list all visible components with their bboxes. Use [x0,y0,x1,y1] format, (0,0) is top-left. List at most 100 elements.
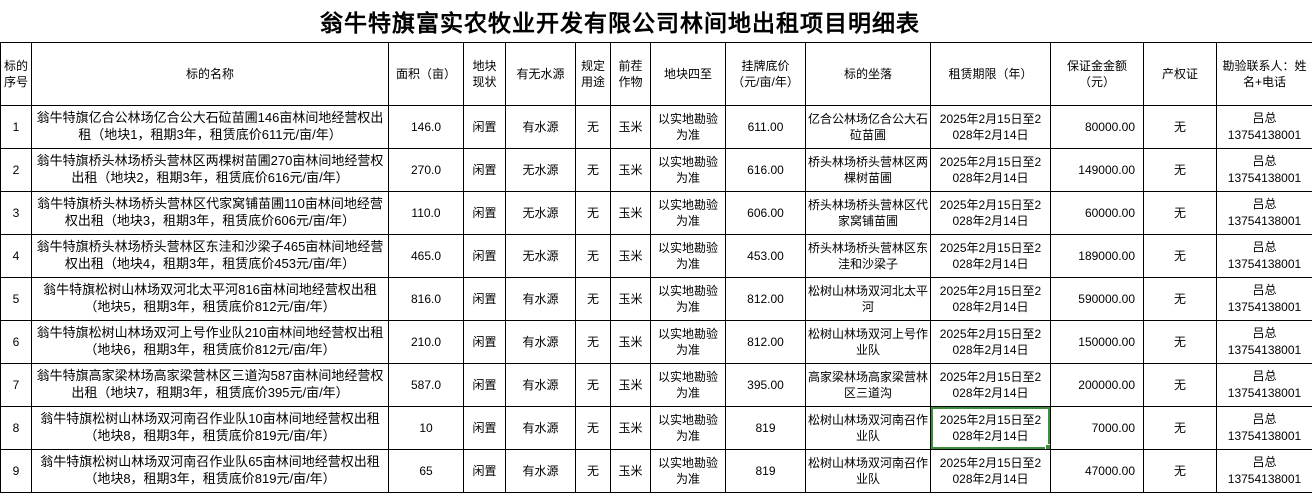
cell-seq[interactable]: 6 [0,320,32,364]
cell-term[interactable]: 2025年2月15日至2028年2月14日 [930,363,1051,407]
selected-cell-term[interactable]: 2025年2月15日至2028年2月14日 [930,406,1051,450]
cell-crop[interactable]: 玉米 [610,148,651,192]
cell-location[interactable]: 高家梁林场高家梁营林区三道沟 [805,363,931,407]
cell-cert[interactable]: 无 [1143,234,1217,278]
cell-usage[interactable]: 无 [575,320,611,364]
cell-usage[interactable]: 无 [575,449,611,493]
cell-term[interactable]: 2025年2月15日至2028年2月14日 [930,148,1051,192]
cell-deposit[interactable]: 7000.00 [1050,406,1144,450]
cell-water[interactable]: 有水源 [505,320,576,364]
cell-term[interactable]: 2025年2月15日至2028年2月14日 [930,105,1051,149]
cell-usage[interactable]: 无 [575,105,611,149]
column-header-cert[interactable]: 产权证 [1143,42,1217,106]
cell-status[interactable]: 闲置 [463,449,506,493]
column-header-crop[interactable]: 前茬作物 [610,42,651,106]
cell-cert[interactable]: 无 [1143,105,1217,149]
cell-area[interactable]: 270.0 [388,148,464,192]
column-header-usage[interactable]: 规定用途 [575,42,611,106]
cell-water[interactable]: 有水源 [505,105,576,149]
cell-contact[interactable]: 吕总 13754138001 [1216,277,1312,321]
cell-location[interactable]: 松树山林场双河上号作业队 [805,320,931,364]
cell-cert[interactable]: 无 [1143,191,1217,235]
cell-seq[interactable]: 2 [0,148,32,192]
column-header-contact[interactable]: 勘验联系人：姓名+电话 [1216,42,1312,106]
cell-location[interactable]: 松树山林场双河南召作业队 [805,449,931,493]
cell-seq[interactable]: 9 [0,449,32,493]
cell-price[interactable]: 611.00 [725,105,806,149]
cell-price[interactable]: 395.00 [725,363,806,407]
cell-boundary[interactable]: 以实地勘验为准 [650,320,726,364]
cell-price[interactable]: 812.00 [725,277,806,321]
cell-seq[interactable]: 1 [0,105,32,149]
cell-water[interactable]: 有水源 [505,363,576,407]
column-header-area[interactable]: 面积（亩） [388,42,464,106]
cell-cert[interactable]: 无 [1143,148,1217,192]
cell-contact[interactable]: 吕总 13754138001 [1216,234,1312,278]
cell-boundary[interactable]: 以实地勘验为准 [650,449,726,493]
cell-crop[interactable]: 玉米 [610,105,651,149]
cell-seq[interactable]: 8 [0,406,32,450]
cell-crop[interactable]: 玉米 [610,449,651,493]
cell-status[interactable]: 闲置 [463,277,506,321]
cell-deposit[interactable]: 590000.00 [1050,277,1144,321]
cell-area[interactable]: 110.0 [388,191,464,235]
cell-price[interactable]: 616.00 [725,148,806,192]
cell-location[interactable]: 桥头林场桥头营林区代家窝铺苗圃 [805,191,931,235]
cell-status[interactable]: 闲置 [463,363,506,407]
cell-name[interactable]: 翁牛特旗高家梁林场高家梁营林区三道沟587亩林间地经营权出租（地块7，租期3年，… [31,363,389,407]
cell-water[interactable]: 有水源 [505,449,576,493]
cell-usage[interactable]: 无 [575,191,611,235]
cell-boundary[interactable]: 以实地勘验为准 [650,148,726,192]
cell-area[interactable]: 210.0 [388,320,464,364]
cell-deposit[interactable]: 189000.00 [1050,234,1144,278]
cell-cert[interactable]: 无 [1143,406,1217,450]
cell-location[interactable]: 桥头林场桥头营林区东洼和沙梁子 [805,234,931,278]
cell-boundary[interactable]: 以实地勘验为准 [650,406,726,450]
cell-contact[interactable]: 吕总 13754138001 [1216,363,1312,407]
cell-area[interactable]: 65 [388,449,464,493]
cell-location[interactable]: 松树山林场双河北太平河 [805,277,931,321]
cell-crop[interactable]: 玉米 [610,320,651,364]
cell-usage[interactable]: 无 [575,363,611,407]
cell-deposit[interactable]: 200000.00 [1050,363,1144,407]
cell-water[interactable]: 无水源 [505,148,576,192]
column-header-price[interactable]: 挂牌底价（元/亩/年） [725,42,806,106]
cell-area[interactable]: 587.0 [388,363,464,407]
cell-cert[interactable]: 无 [1143,363,1217,407]
cell-price[interactable]: 819 [725,406,806,450]
cell-contact[interactable]: 吕总 13754138001 [1216,148,1312,192]
cell-boundary[interactable]: 以实地勘验为准 [650,191,726,235]
cell-contact[interactable]: 吕总 13754138001 [1216,191,1312,235]
cell-deposit[interactable]: 47000.00 [1050,449,1144,493]
cell-area[interactable]: 816.0 [388,277,464,321]
cell-water[interactable]: 有水源 [505,406,576,450]
cell-water[interactable]: 无水源 [505,191,576,235]
cell-crop[interactable]: 玉米 [610,363,651,407]
cell-usage[interactable]: 无 [575,277,611,321]
cell-status[interactable]: 闲置 [463,105,506,149]
column-header-name[interactable]: 标的名称 [31,42,389,106]
cell-water[interactable]: 无水源 [505,234,576,278]
cell-deposit[interactable]: 149000.00 [1050,148,1144,192]
cell-name[interactable]: 翁牛特旗松树山林场双河南召作业队65亩林间地经营权出租（地块8，租期3年，租赁底… [31,449,389,493]
cell-area[interactable]: 146.0 [388,105,464,149]
cell-name[interactable]: 翁牛特旗桥头林场桥头营林区代家窝铺苗圃110亩林间地经营权出租（地块3，租期3年… [31,191,389,235]
cell-term[interactable]: 2025年2月15日至2028年2月14日 [930,234,1051,278]
cell-boundary[interactable]: 以实地勘验为准 [650,363,726,407]
cell-cert[interactable]: 无 [1143,320,1217,364]
cell-crop[interactable]: 玉米 [610,406,651,450]
cell-term[interactable]: 2025年2月15日至2028年2月14日 [930,191,1051,235]
cell-term[interactable]: 2025年2月15日至2028年2月14日 [930,449,1051,493]
cell-crop[interactable]: 玉米 [610,191,651,235]
column-header-location[interactable]: 标的坐落 [805,42,931,106]
cell-status[interactable]: 闲置 [463,320,506,364]
cell-status[interactable]: 闲置 [463,148,506,192]
cell-name[interactable]: 翁牛特旗松树山林场双河南召作业队10亩林间地经营权出租（地块8，租期3年，租赁底… [31,406,389,450]
cell-status[interactable]: 闲置 [463,234,506,278]
cell-deposit[interactable]: 80000.00 [1050,105,1144,149]
cell-cert[interactable]: 无 [1143,277,1217,321]
cell-status[interactable]: 闲置 [463,191,506,235]
column-header-term[interactable]: 租赁期限（年） [930,42,1051,106]
column-header-status[interactable]: 地块现状 [463,42,506,106]
column-header-seq[interactable]: 标的序号 [0,42,32,106]
